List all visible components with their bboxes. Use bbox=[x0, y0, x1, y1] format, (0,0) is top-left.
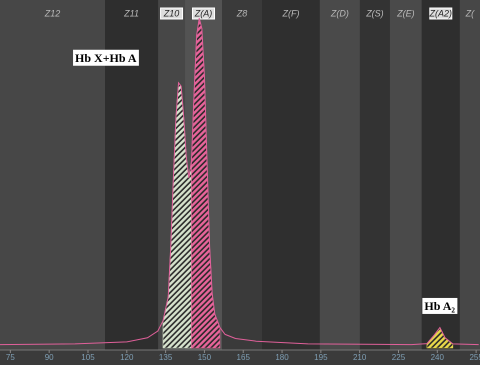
x-tick-label: 75 bbox=[6, 353, 15, 362]
x-tick-label: 180 bbox=[275, 353, 289, 362]
annotation: Hb A₂ bbox=[422, 297, 458, 314]
x-tick-label: 210 bbox=[353, 353, 367, 362]
trace bbox=[0, 18, 479, 346]
annotation-box bbox=[422, 297, 458, 314]
zone-label: Z( bbox=[465, 8, 475, 18]
zone-label-box bbox=[160, 7, 184, 20]
x-tick-label: 90 bbox=[45, 353, 54, 362]
x-tick-label: 165 bbox=[237, 353, 251, 362]
zone bbox=[389, 0, 422, 350]
x-axis bbox=[0, 350, 480, 365]
zone-label: Z(A2) bbox=[429, 8, 453, 18]
annotation-text: Hb A₂ bbox=[424, 299, 455, 313]
zone-label: Z(E) bbox=[396, 8, 415, 18]
x-tick-label: 150 bbox=[198, 353, 212, 362]
zone-label: Z(S) bbox=[365, 8, 384, 18]
zone bbox=[459, 0, 480, 350]
zone bbox=[319, 0, 360, 350]
zone-label: Z(D) bbox=[330, 8, 349, 18]
zone bbox=[421, 0, 460, 350]
x-tick-label: 195 bbox=[314, 353, 328, 362]
x-tick-label: 240 bbox=[431, 353, 445, 362]
x-tick-label: 135 bbox=[159, 353, 173, 362]
zone bbox=[222, 0, 263, 350]
x-tick-label: 105 bbox=[81, 353, 95, 362]
zone-label: Z(A) bbox=[194, 8, 213, 18]
zone-label: Z8 bbox=[236, 8, 248, 18]
zone-label: Z11 bbox=[123, 8, 139, 18]
x-tick-label: 225 bbox=[392, 353, 406, 362]
zone-label: Z10 bbox=[163, 8, 180, 18]
zone bbox=[262, 0, 320, 350]
zone-label-box bbox=[429, 7, 453, 20]
zone bbox=[359, 0, 390, 350]
x-tick-label: 255 bbox=[469, 353, 480, 362]
zone-label: Z(F) bbox=[281, 8, 299, 18]
annotation: Hb X+Hb A bbox=[73, 49, 139, 66]
zone-label: Z12 bbox=[44, 8, 61, 18]
annotation-box bbox=[73, 49, 139, 66]
annotation-text: Hb X+Hb A bbox=[75, 51, 137, 65]
x-tick-label: 120 bbox=[120, 353, 134, 362]
zone-label-box bbox=[192, 7, 216, 20]
